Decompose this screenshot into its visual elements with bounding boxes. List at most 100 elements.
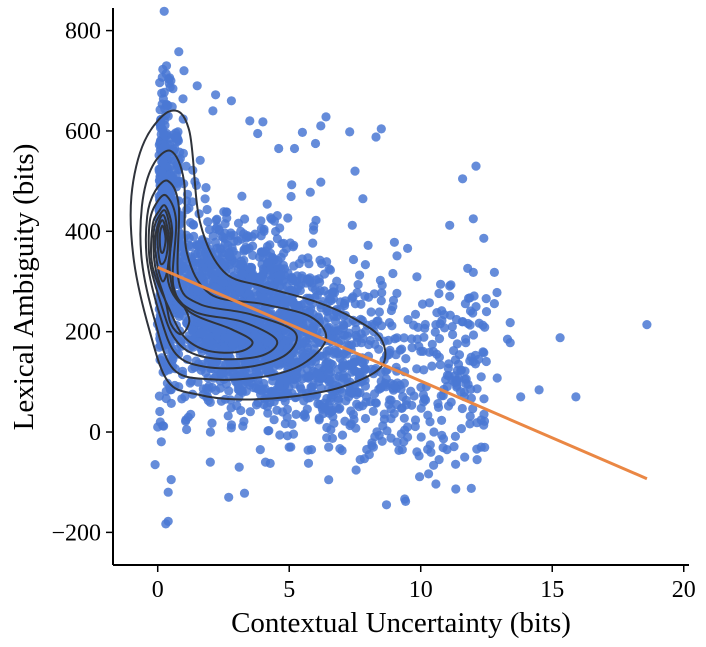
scatter-point	[350, 382, 360, 392]
scatter-point	[390, 334, 400, 344]
scatter-point	[178, 94, 188, 104]
scatter-point	[303, 445, 313, 455]
scatter-point	[378, 421, 388, 431]
scatter-point	[397, 344, 407, 354]
scatter-point	[456, 424, 466, 434]
scatter-point	[157, 167, 167, 177]
scatter-point	[465, 411, 475, 421]
scatter-point	[174, 47, 184, 57]
scatter-point	[297, 254, 307, 264]
scatter-point	[260, 276, 270, 286]
scatter-point	[465, 293, 475, 303]
scatter-point	[315, 286, 325, 296]
scatter-point	[185, 218, 196, 228]
y-tick-label: 0	[89, 420, 101, 446]
scatter-point	[203, 396, 213, 406]
scatter-point	[188, 165, 198, 175]
scatter-point	[296, 345, 306, 355]
y-tick-label: −200	[51, 520, 101, 546]
scatter-point	[260, 384, 270, 394]
scatter-point	[214, 225, 225, 236]
scatter-point	[465, 320, 475, 330]
scatter-point	[322, 422, 332, 433]
scatter-point	[225, 353, 235, 363]
scatter-point	[248, 271, 258, 281]
scatter-point	[450, 371, 460, 381]
scatter-point	[453, 359, 464, 369]
scatter-point	[305, 187, 315, 197]
scatter-point	[329, 311, 339, 321]
scatter-point	[291, 409, 301, 419]
scatter-point	[313, 399, 323, 409]
scatter-point	[219, 343, 229, 353]
scatter-point	[255, 445, 265, 455]
scatter-point	[412, 272, 422, 282]
scatter-point	[419, 365, 429, 375]
scatter-point	[346, 406, 356, 416]
scatter-point	[289, 240, 299, 250]
scatter-point	[478, 320, 488, 330]
scatter-point	[311, 338, 321, 348]
scatter-point	[341, 396, 351, 406]
scatter-point	[232, 358, 242, 368]
x-tick-label: 10	[409, 577, 433, 603]
scatter-point	[386, 305, 396, 316]
scatter-point	[445, 291, 455, 301]
scatter-point	[434, 334, 445, 344]
scatter-point	[280, 419, 290, 429]
scatter-point	[282, 431, 293, 441]
scatter-point	[211, 371, 221, 381]
scatter-point	[479, 394, 489, 404]
scatter-point	[432, 349, 442, 359]
scatter-point	[185, 242, 195, 252]
scatter-point	[244, 262, 254, 272]
scatter-point	[293, 281, 303, 291]
scatter-point	[392, 288, 402, 298]
scatter-point	[263, 364, 274, 374]
scatter-point	[360, 291, 370, 301]
density-contour	[158, 224, 167, 254]
scatter-point	[179, 66, 189, 76]
scatter-point	[288, 297, 298, 307]
scatter-point	[468, 404, 478, 414]
scatter-point	[385, 395, 395, 405]
scatter-point	[324, 475, 334, 485]
scatter-point	[368, 406, 378, 416]
scatter-point	[376, 296, 386, 306]
scatter-point	[369, 365, 380, 375]
scatter-point	[262, 402, 272, 412]
scatter-point	[471, 161, 481, 171]
scatter-point	[401, 354, 411, 364]
scatter-point	[170, 380, 180, 391]
scatter-point	[476, 372, 486, 382]
scatter-point	[423, 410, 433, 420]
scatter-point	[274, 360, 284, 370]
scatter-point	[224, 249, 234, 259]
scatter-point	[363, 240, 373, 250]
scatter-point	[384, 318, 395, 328]
scatter-point	[328, 412, 338, 422]
scatter-point	[436, 279, 446, 289]
scatter-point	[388, 268, 398, 279]
scatter-point	[220, 238, 230, 249]
scatter-point	[207, 418, 217, 428]
scatter-point	[336, 283, 346, 293]
scatter-point	[374, 307, 384, 317]
axes: 0 5 10 15 20 −200 0 200 400 600 800	[51, 8, 696, 603]
scatter-point	[374, 344, 384, 354]
scatter-point	[200, 319, 210, 329]
scatter-point	[320, 402, 330, 413]
scatter-point	[275, 430, 285, 440]
scatter-point	[392, 251, 402, 261]
scatter-point	[258, 117, 268, 127]
scatter-point	[360, 260, 370, 270]
scatter-point	[187, 197, 197, 207]
scatter-point	[335, 403, 345, 413]
scatter-point	[193, 377, 203, 387]
scatter-point	[180, 392, 190, 402]
scatter-point	[211, 385, 221, 396]
scatter-point	[442, 381, 452, 392]
scatter-point	[155, 105, 165, 115]
scatter-point	[218, 257, 229, 267]
